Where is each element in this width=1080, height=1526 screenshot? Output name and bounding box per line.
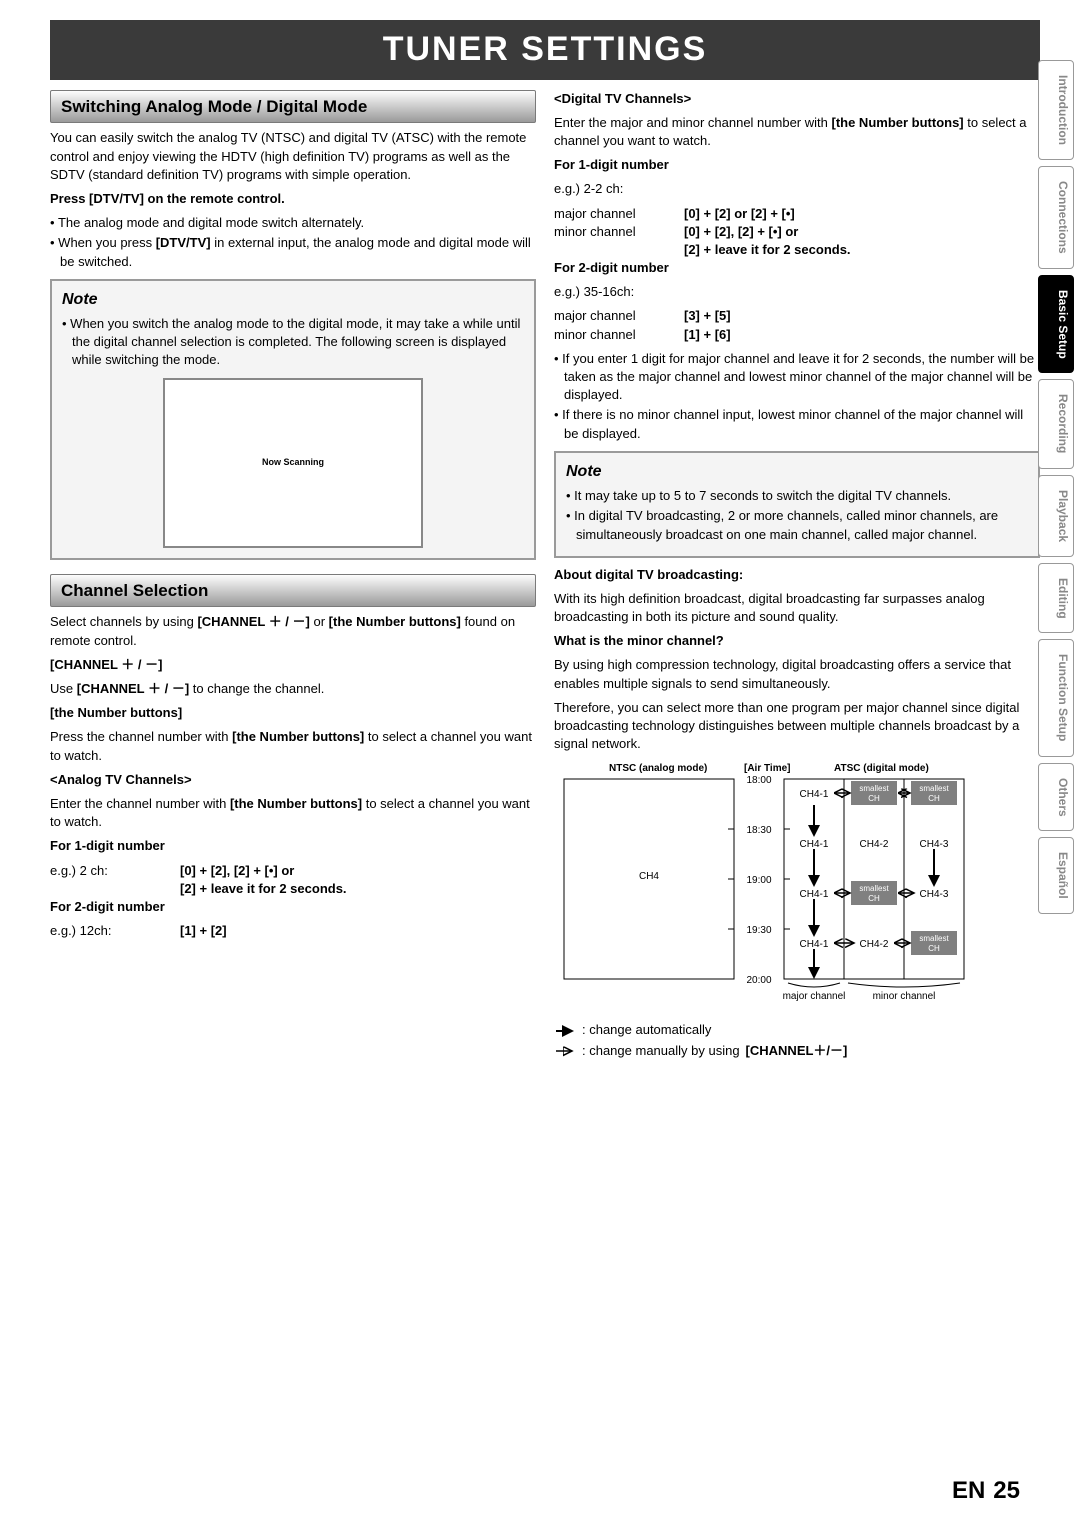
svg-text:CH4-3: CH4-3 bbox=[920, 839, 949, 850]
minor-channel-t2: Therefore, you can select more than one … bbox=[554, 699, 1040, 754]
svg-text:CH4-3: CH4-3 bbox=[920, 889, 949, 900]
d1-minor1: minor channel [0] + [2], [2] + [•] or bbox=[554, 223, 1040, 241]
d2-h: For 2-digit number bbox=[554, 259, 1040, 277]
section-channel-selection: Channel Selection bbox=[50, 574, 536, 608]
svg-text:major channel: major channel bbox=[783, 991, 846, 1002]
now-scanning-box: Now Scanning bbox=[163, 378, 423, 548]
svg-text:CH: CH bbox=[868, 794, 880, 803]
number-buttons-h: [the Number buttons] bbox=[50, 704, 536, 722]
press-b2: When you press [DTV/TV] in external inpu… bbox=[50, 234, 536, 270]
note2-b1: It may take up to 5 to 7 seconds to swit… bbox=[566, 487, 1028, 505]
channel-plus-minus-h: [CHANNEL ＋ / －] bbox=[50, 656, 536, 674]
side-tabs: Introduction Connections Basic Setup Record… bbox=[1038, 60, 1074, 914]
tab-others[interactable]: Others bbox=[1038, 763, 1074, 832]
for-2digit-h: For 2-digit number bbox=[50, 898, 536, 916]
svg-text:CH4-1: CH4-1 bbox=[800, 839, 829, 850]
tab-basic-setup[interactable]: Basic Setup bbox=[1038, 275, 1074, 374]
minor-channel-h: What is the minor channel? bbox=[554, 632, 1040, 650]
tab-function-setup[interactable]: Function Setup bbox=[1038, 639, 1074, 756]
svg-text:19:00: 19:00 bbox=[746, 875, 771, 886]
d2-minor: minor channel [1] + [6] bbox=[554, 326, 1040, 344]
channel-selection-intro: Select channels by using [CHANNEL ＋ / －]… bbox=[50, 613, 536, 649]
db1: If you enter 1 digit for major channel a… bbox=[554, 350, 1040, 405]
about-digital-h: About digital TV broadcasting: bbox=[554, 566, 1040, 584]
digital-bullets: If you enter 1 digit for major channel a… bbox=[554, 350, 1040, 443]
analog-channels-t: Enter the channel number with [the Numbe… bbox=[50, 795, 536, 831]
note1-text: When you switch the analog mode to the d… bbox=[62, 315, 524, 370]
svg-text:smallest: smallest bbox=[859, 784, 889, 793]
switching-intro: You can easily switch the analog TV (NTS… bbox=[50, 129, 536, 184]
tab-editing[interactable]: Editing bbox=[1038, 563, 1074, 634]
channel-plus-minus-t: Use [CHANNEL ＋ / －] to change the channe… bbox=[50, 680, 536, 698]
svg-text:18:30: 18:30 bbox=[746, 825, 771, 836]
tab-recording[interactable]: Recording bbox=[1038, 379, 1074, 468]
press-dtv-list: The analog mode and digital mode switch … bbox=[50, 214, 536, 271]
svg-text:CH: CH bbox=[928, 794, 940, 803]
d1-eg: e.g.) 2-2 ch: bbox=[554, 180, 1040, 198]
svg-text:CH4-1: CH4-1 bbox=[800, 789, 829, 800]
minor-channel-t1: By using high compression technology, di… bbox=[554, 656, 1040, 692]
about-digital-t: With its high definition broadcast, digi… bbox=[554, 590, 1040, 626]
digital-channels-h: <Digital TV Channels> bbox=[554, 90, 1040, 108]
d2-eg: e.g.) 35-16ch: bbox=[554, 283, 1040, 301]
press-dtv-heading: Press [DTV/TV] on the remote control. bbox=[50, 190, 536, 208]
note-digital: Note It may take up to 5 to 7 seconds to… bbox=[554, 451, 1040, 558]
svg-text:CH4-1: CH4-1 bbox=[800, 889, 829, 900]
legend-auto: : change automatically bbox=[554, 1021, 1040, 1039]
db2: If there is no minor channel input, lowe… bbox=[554, 406, 1040, 442]
legend-manual: : change manually by using [CHANNEL＋/－] bbox=[554, 1042, 1040, 1060]
svg-text:smallest: smallest bbox=[919, 784, 949, 793]
content-columns: Switching Analog Mode / Digital Mode You… bbox=[50, 90, 1040, 1060]
for-1digit-row2: [2] + leave it for 2 seconds. bbox=[50, 880, 536, 898]
svg-text:20:00: 20:00 bbox=[746, 975, 771, 986]
svg-text:CH4-1: CH4-1 bbox=[800, 939, 829, 950]
note2-b2: In digital TV broadcasting, 2 or more ch… bbox=[566, 507, 1028, 543]
d1-h: For 1-digit number bbox=[554, 156, 1040, 174]
svg-text:CH: CH bbox=[868, 894, 880, 903]
for-2digit-row: e.g.) 12ch: [1] + [2] bbox=[50, 922, 536, 940]
note-title: Note bbox=[62, 289, 524, 311]
right-column: <Digital TV Channels> Enter the major an… bbox=[554, 90, 1040, 1060]
svg-text:CH4: CH4 bbox=[639, 871, 659, 882]
note-switching: Note When you switch the analog mode to … bbox=[50, 279, 536, 560]
svg-text:CH: CH bbox=[928, 944, 940, 953]
digital-channels-t: Enter the major and minor channel number… bbox=[554, 114, 1040, 150]
left-column: Switching Analog Mode / Digital Mode You… bbox=[50, 90, 536, 1060]
for-1digit-row1: e.g.) 2 ch: [0] + [2], [2] + [•] or bbox=[50, 862, 536, 880]
svg-text:[Air Time]: [Air Time] bbox=[744, 763, 791, 774]
tab-introduction[interactable]: Introduction bbox=[1038, 60, 1074, 160]
page-title: TUNER SETTINGS bbox=[50, 20, 1040, 80]
for-1digit-h: For 1-digit number bbox=[50, 837, 536, 855]
d1-minor2: [2] + leave it for 2 seconds. bbox=[554, 241, 1040, 259]
svg-text:smallest: smallest bbox=[919, 934, 949, 943]
svg-text:ATSC (digital mode): ATSC (digital mode) bbox=[834, 763, 929, 774]
svg-text:CH4-2: CH4-2 bbox=[860, 839, 889, 850]
d2-major: major channel [3] + [5] bbox=[554, 307, 1040, 325]
d1-major: major channel [0] + [2] or [2] + [•] bbox=[554, 205, 1040, 223]
note2-title: Note bbox=[566, 461, 1028, 483]
number-buttons-t: Press the channel number with [the Numbe… bbox=[50, 728, 536, 764]
tab-connections[interactable]: Connections bbox=[1038, 166, 1074, 269]
analog-channels-h: <Analog TV Channels> bbox=[50, 771, 536, 789]
svg-text:smallest: smallest bbox=[859, 884, 889, 893]
section-switching-mode: Switching Analog Mode / Digital Mode bbox=[50, 90, 536, 124]
svg-text:19:30: 19:30 bbox=[746, 925, 771, 936]
svg-text:NTSC (analog mode): NTSC (analog mode) bbox=[609, 763, 707, 774]
svg-text:18:00: 18:00 bbox=[746, 775, 771, 786]
page-number: EN25 bbox=[952, 1474, 1020, 1508]
tab-español[interactable]: Español bbox=[1038, 837, 1074, 914]
tab-playback[interactable]: Playback bbox=[1038, 475, 1074, 557]
svg-text:CH4-2: CH4-2 bbox=[860, 939, 889, 950]
press-b1: The analog mode and digital mode switch … bbox=[50, 214, 536, 232]
channel-diagram: NTSC (analog mode) [Air Time] ATSC (digita… bbox=[554, 759, 974, 1019]
svg-text:minor channel: minor channel bbox=[873, 991, 936, 1002]
